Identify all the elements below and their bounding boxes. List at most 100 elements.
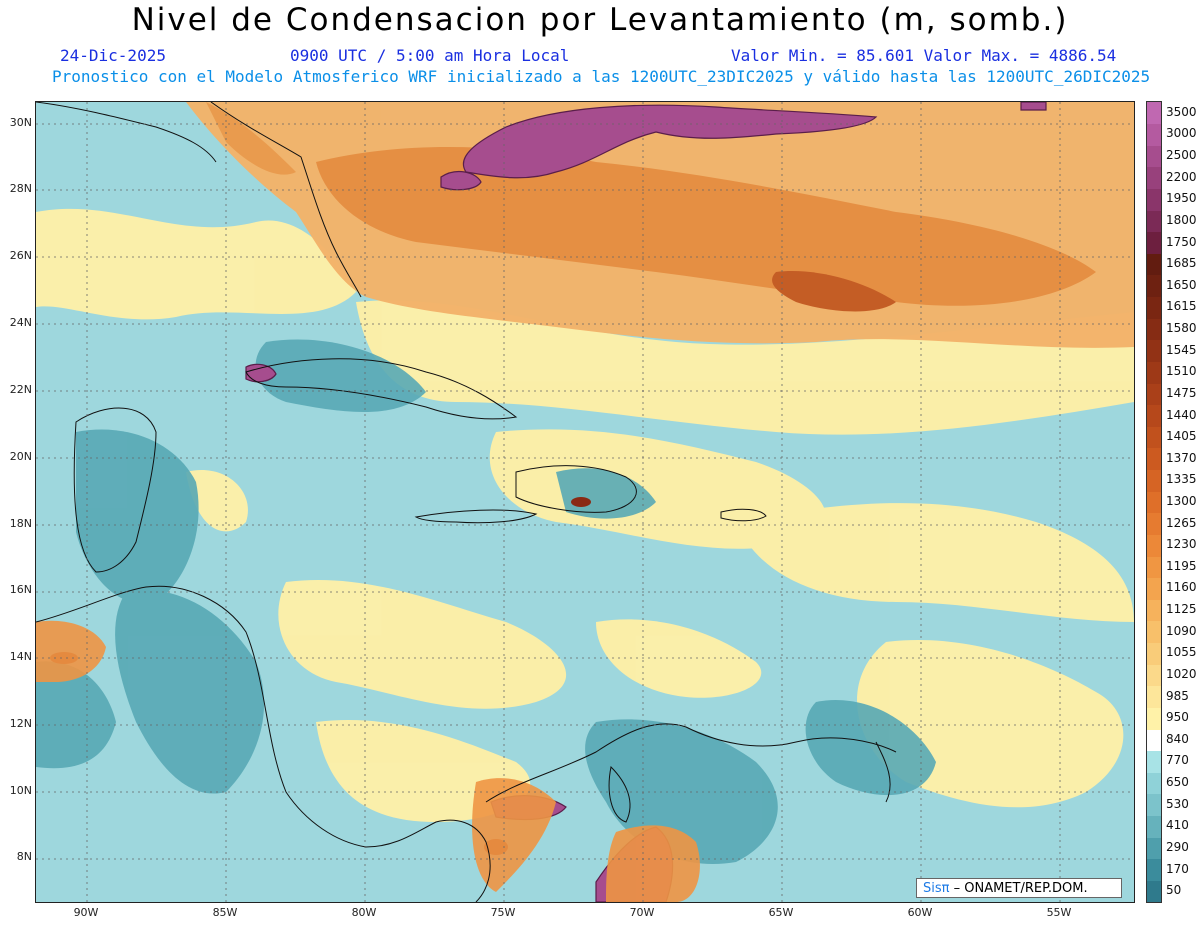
- lat-tick-label: 16N: [9, 583, 32, 596]
- colorbar-swatch: [1147, 404, 1161, 427]
- lcl-field-map: [36, 102, 1134, 902]
- forecast-time: 0900 UTC / 5:00 am Hora Local: [290, 46, 570, 65]
- colorbar-level-label: 2500: [1166, 148, 1197, 163]
- lon-tick-label: 90W: [73, 906, 99, 919]
- lat-tick-label: 24N: [9, 316, 32, 329]
- colorbar-swatch: [1147, 102, 1161, 125]
- colorbar-level-label: 170: [1166, 861, 1189, 876]
- lon-tick-label: 75W: [490, 906, 516, 919]
- colorbar-swatch: [1147, 707, 1161, 730]
- colorbar-swatch: [1147, 296, 1161, 319]
- colorbar-level-label: 1475: [1166, 385, 1197, 400]
- colorbar-level-label: 985: [1166, 688, 1189, 703]
- colorbar-level-label: 1370: [1166, 450, 1197, 465]
- lat-tick-label: 14N: [9, 650, 32, 663]
- colorbar-level-label: 50: [1166, 883, 1182, 898]
- colorbar-swatch: [1147, 793, 1161, 816]
- colorbar-swatch: [1147, 469, 1161, 492]
- credit-text: – ONAMET/REP.DOM.: [953, 881, 1088, 896]
- colorbar: [1146, 101, 1162, 903]
- colorbar-level-label: 1440: [1166, 407, 1197, 422]
- colorbar-level-label: 1510: [1166, 364, 1197, 379]
- model-info: Pronostico con el Modelo Atmosferico WRF…: [52, 67, 1151, 86]
- colorbar-swatch: [1147, 383, 1161, 406]
- colorbar-level-label: 770: [1166, 753, 1189, 768]
- colorbar-level-label: 1750: [1166, 234, 1197, 249]
- colorbar-swatch: [1147, 685, 1161, 708]
- colorbar-level-label: 1160: [1166, 580, 1197, 595]
- colorbar-level-label: 1090: [1166, 623, 1197, 638]
- colorbar-level-label: 1800: [1166, 212, 1197, 227]
- map-title: Nivel de Condensacion por Levantamiento …: [131, 2, 1069, 38]
- colorbar-swatch: [1147, 512, 1161, 535]
- colorbar-swatch: [1147, 599, 1161, 622]
- colorbar-level-label: 1230: [1166, 537, 1197, 552]
- colorbar-swatch: [1147, 426, 1161, 449]
- colorbar-swatch: [1147, 491, 1161, 514]
- colorbar-swatch: [1147, 231, 1161, 254]
- colorbar-swatch: [1147, 750, 1161, 773]
- colorbar-swatch: [1147, 339, 1161, 362]
- colorbar-swatch: [1147, 556, 1161, 579]
- colorbar-level-label: 1125: [1166, 602, 1197, 617]
- colorbar-swatch: [1147, 858, 1161, 881]
- colorbar-level-label: 3500: [1166, 104, 1197, 119]
- min-max-values: Valor Min. = 85.601 Valor Max. = 4886.54: [731, 46, 1117, 65]
- lon-tick-label: 70W: [629, 906, 655, 919]
- colorbar-swatch: [1147, 642, 1161, 665]
- lat-tick-label: 18N: [9, 517, 32, 530]
- lat-tick-label: 8N: [16, 850, 32, 863]
- colorbar-level-label: 950: [1166, 710, 1189, 725]
- forecast-date: 24-Dic-2025: [60, 46, 166, 65]
- lon-tick-label: 55W: [1046, 906, 1072, 919]
- lat-tick-label: 20N: [9, 450, 32, 463]
- colorbar-swatch: [1147, 253, 1161, 276]
- colorbar-swatch: [1147, 577, 1161, 600]
- colorbar-level-label: 1950: [1166, 191, 1197, 206]
- colorbar-level-label: 1335: [1166, 472, 1197, 487]
- graticule: [36, 102, 1134, 902]
- colorbar-level-label: 1055: [1166, 645, 1197, 660]
- colorbar-level-label: 290: [1166, 839, 1189, 854]
- lat-tick-label: 28N: [9, 182, 32, 195]
- colorbar-level-label: 1615: [1166, 299, 1197, 314]
- colorbar-swatch: [1147, 772, 1161, 795]
- colorbar-swatch: [1147, 361, 1161, 384]
- lon-tick-label: 85W: [212, 906, 238, 919]
- colorbar-level-label: 3000: [1166, 126, 1197, 141]
- lat-tick-label: 22N: [9, 383, 32, 396]
- colorbar-level-label: 2200: [1166, 169, 1197, 184]
- colorbar-level-label: 650: [1166, 775, 1189, 790]
- orange-high-lcl-region: [186, 102, 1134, 348]
- colorbar-level-label: 1545: [1166, 342, 1197, 357]
- colorbar-swatch: [1147, 274, 1161, 298]
- colorbar-swatch: [1147, 534, 1161, 557]
- lat-tick-label: 12N: [9, 717, 32, 730]
- lat-tick-label: 26N: [9, 249, 32, 262]
- credit-box: Sisπ – ONAMET/REP.DOM.: [916, 878, 1122, 898]
- lat-tick-label: 30N: [9, 116, 32, 129]
- coastlines: [36, 102, 897, 902]
- colorbar-level-label: 1265: [1166, 515, 1197, 530]
- colorbar-level-label: 1685: [1166, 256, 1197, 271]
- colorbar-level-label: 1405: [1166, 429, 1197, 444]
- colorbar-swatch: [1147, 166, 1161, 189]
- sispi-logo: Sisπ: [923, 881, 950, 896]
- colorbar-level-label: 410: [1166, 818, 1189, 833]
- lat-tick-label: 10N: [9, 784, 32, 797]
- colorbar-level-label: 1580: [1166, 321, 1197, 336]
- colorbar-swatch: [1147, 447, 1161, 471]
- colorbar-swatch: [1147, 620, 1161, 644]
- colorbar-swatch: [1147, 815, 1161, 838]
- colorbar-swatch: [1147, 210, 1161, 233]
- colorbar-swatch: [1147, 188, 1161, 211]
- colorbar-swatch: [1147, 880, 1161, 903]
- colorbar-swatch: [1147, 729, 1161, 752]
- colorbar-swatch: [1147, 123, 1161, 146]
- lon-tick-label: 65W: [768, 906, 794, 919]
- colorbar-level-label: 1650: [1166, 277, 1197, 292]
- colorbar-level-label: 1195: [1166, 558, 1197, 573]
- colorbar-level-label: 530: [1166, 796, 1189, 811]
- orange-patches-south: [36, 620, 700, 902]
- colorbar-swatch: [1147, 145, 1161, 168]
